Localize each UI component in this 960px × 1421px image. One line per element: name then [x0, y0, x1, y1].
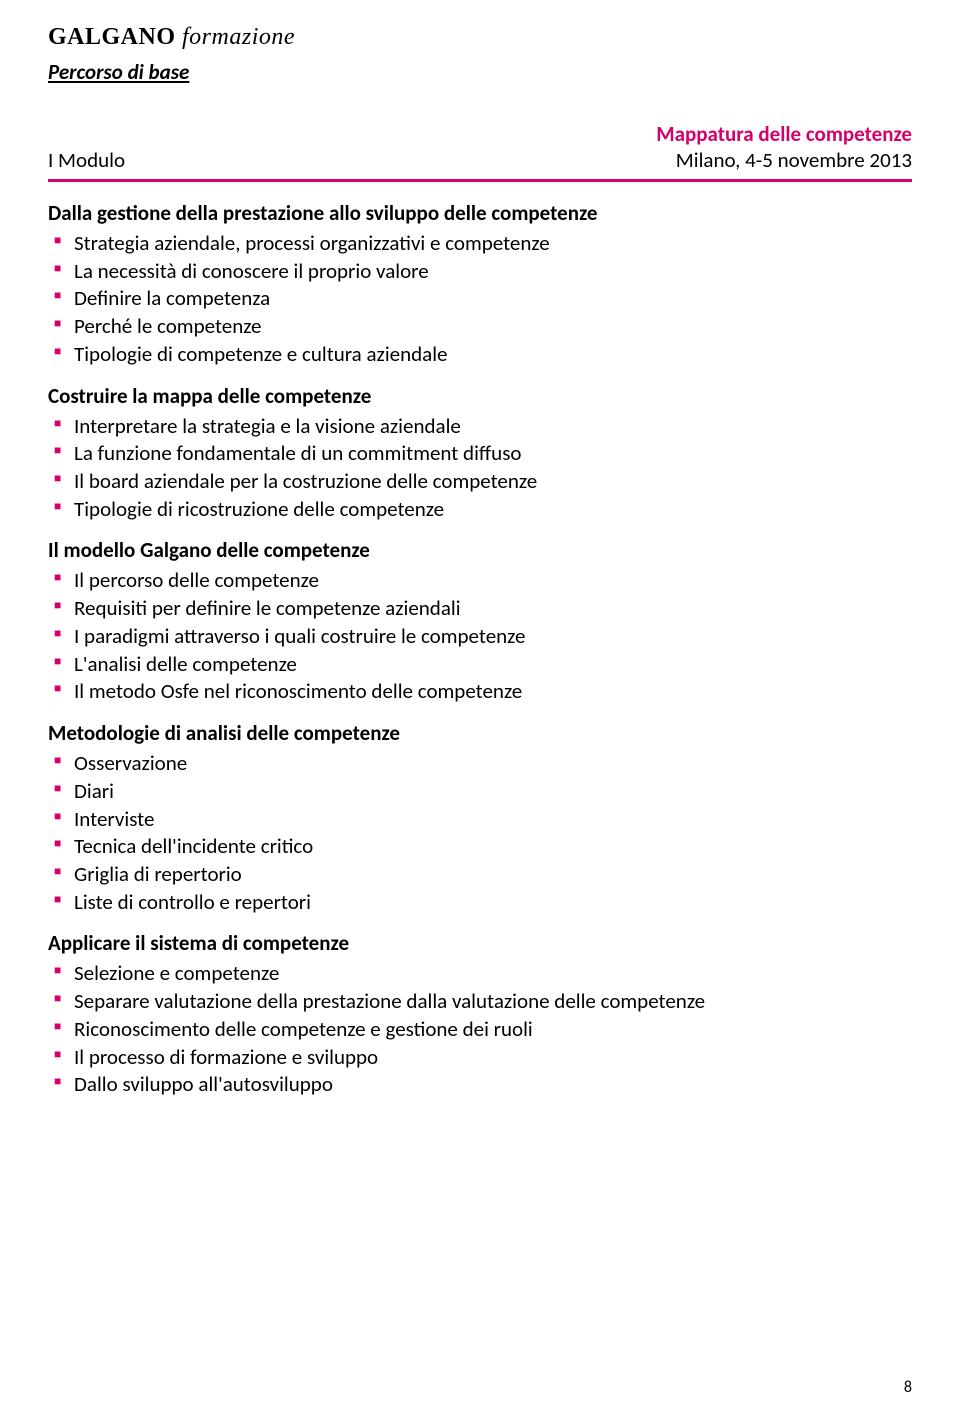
list-item: Riconoscimento delle competenze e gestio… — [48, 1016, 912, 1044]
list-item: Tecnica dell'incidente critico — [48, 833, 912, 861]
section-list: Selezione e competenzeSeparare valutazio… — [48, 960, 912, 1099]
module-number: I Modulo — [48, 147, 125, 173]
list-item: Dallo sviluppo all'autosviluppo — [48, 1071, 912, 1099]
list-item: Il metodo Osfe nel riconoscimento delle … — [48, 678, 912, 706]
list-item: Separare valutazione della prestazione d… — [48, 988, 912, 1016]
list-item: I paradigmi attraverso i quali costruire… — [48, 623, 912, 651]
list-item: Diari — [48, 778, 912, 806]
list-item: Griglia di repertorio — [48, 861, 912, 889]
list-item: Liste di controllo e repertori — [48, 889, 912, 917]
section-heading: Dalla gestione della prestazione allo sv… — [48, 200, 912, 226]
list-item: Osservazione — [48, 750, 912, 778]
logo: GALGANO formazione — [48, 24, 912, 51]
sections-container: Dalla gestione della prestazione allo sv… — [48, 200, 912, 1099]
list-item: La necessità di conoscere il proprio val… — [48, 258, 912, 286]
section-list: Strategia aziendale, processi organizzat… — [48, 230, 912, 369]
list-item: Definire la competenza — [48, 285, 912, 313]
module-title: Mappatura delle competenze — [656, 121, 912, 147]
section-heading: Metodologie di analisi delle competenze — [48, 720, 912, 746]
section-list: Interpretare la strategia e la visione a… — [48, 413, 912, 524]
list-item: Interpretare la strategia e la visione a… — [48, 413, 912, 441]
section-heading: Il modello Galgano delle competenze — [48, 537, 912, 563]
logo-italic: formazione — [176, 24, 296, 50]
list-item: Il percorso delle competenze — [48, 567, 912, 595]
module-right: Mappatura delle competenze Milano, 4-5 n… — [656, 121, 912, 173]
section-heading: Costruire la mappa delle competenze — [48, 383, 912, 409]
list-item: Interviste — [48, 806, 912, 834]
section-heading: Applicare il sistema di competenze — [48, 930, 912, 956]
list-item: L'analisi delle competenze — [48, 651, 912, 679]
list-item: Tipologie di competenze e cultura aziend… — [48, 341, 912, 369]
module-header: I Modulo Mappatura delle competenze Mila… — [48, 121, 912, 173]
list-item: Requisiti per definire le competenze azi… — [48, 595, 912, 623]
list-item: Il board aziendale per la costruzione de… — [48, 468, 912, 496]
divider — [48, 179, 912, 182]
logo-bold: GALGANO — [48, 24, 176, 50]
list-item: Il processo di formazione e sviluppo — [48, 1044, 912, 1072]
page-number: 8 — [904, 1378, 912, 1397]
page: GALGANO formazione Percorso di base I Mo… — [0, 0, 960, 1421]
list-item: La funzione fondamentale di un commitmen… — [48, 440, 912, 468]
list-item: Strategia aziendale, processi organizzat… — [48, 230, 912, 258]
breadcrumb-subtitle: Percorso di base — [48, 59, 912, 85]
section-list: Il percorso delle competenzeRequisiti pe… — [48, 567, 912, 706]
section-list: OsservazioneDiariIntervisteTecnica dell'… — [48, 750, 912, 916]
list-item: Tipologie di ricostruzione delle compete… — [48, 496, 912, 524]
module-date: Milano, 4-5 novembre 2013 — [656, 147, 912, 173]
list-item: Selezione e competenze — [48, 960, 912, 988]
list-item: Perché le competenze — [48, 313, 912, 341]
